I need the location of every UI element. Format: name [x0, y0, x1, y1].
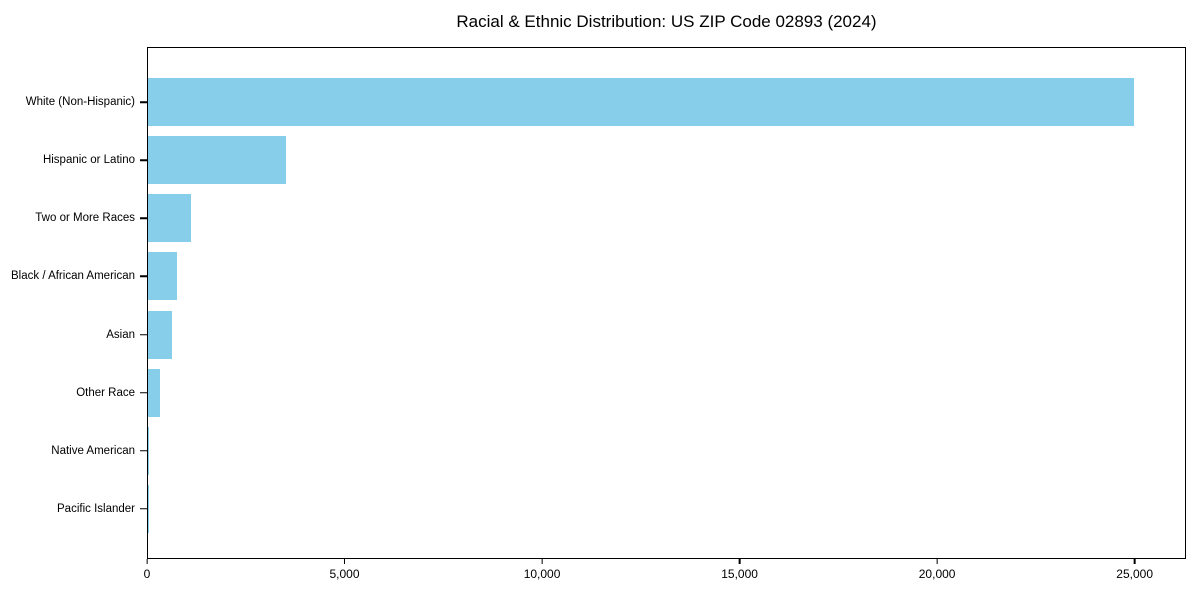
y-axis-label: Hispanic or Latino: [42, 154, 135, 167]
chart-title: Racial & Ethnic Distribution: US ZIP Cod…: [456, 12, 877, 31]
y-axis-label: Pacific Islander: [57, 502, 135, 515]
x-axis: 0 5,000 10,000 15,000 20,000 25,000: [143, 559, 1186, 595]
x-tick-label: 25,000: [1116, 567, 1153, 581]
bar: [148, 78, 1134, 127]
bar: [148, 136, 286, 185]
y-tick-mark: [139, 391, 147, 394]
bar-row: Hispanic or Latino: [43, 131, 1185, 189]
y-axis-label: Native American: [51, 444, 135, 457]
y-tick-mark: [139, 101, 147, 103]
x-tick-label: 0: [143, 567, 151, 581]
x-tick-mark: [1133, 559, 1136, 564]
x-tick-label: 5,000: [329, 567, 360, 581]
y-tick-mark: [139, 275, 147, 278]
x-tick: 0: [143, 559, 151, 581]
plot-area: White (Non-Hispanic) Hispanic or Latino Tw…: [11, 47, 1186, 559]
x-tick-label: 20,000: [918, 567, 956, 581]
bar: [148, 194, 191, 243]
y-axis-label: Other Race: [76, 386, 135, 399]
bar-row: White (Non-Hispanic): [26, 73, 1185, 131]
bar-row: Pacific Islander: [57, 480, 1185, 538]
bar-row: Black / African American: [11, 247, 1185, 305]
bar: [148, 426, 150, 475]
y-axis-label: White (Non-Hispanic): [25, 96, 135, 109]
x-tick: 10,000: [523, 559, 561, 581]
y-tick-mark: [139, 508, 147, 510]
bar-row: Other Race: [76, 364, 1185, 422]
x-tick-mark: [343, 559, 346, 564]
x-tick-label: 15,000: [721, 567, 758, 581]
y-tick-mark: [139, 450, 147, 452]
x-tick: 15,000: [721, 559, 758, 581]
bar: [148, 368, 161, 417]
y-axis-label: Black / African American: [11, 270, 135, 283]
x-tick-mark: [541, 559, 543, 564]
y-axis-label: Asian: [106, 328, 135, 341]
x-tick: 20,000: [918, 559, 956, 581]
bar-row: Native American: [51, 422, 1185, 480]
bar-row: Two or More Races: [35, 189, 1185, 247]
y-tick-mark: [139, 217, 147, 220]
x-tick-mark: [738, 559, 741, 564]
x-tick-mark: [146, 559, 148, 564]
bar: [148, 310, 172, 359]
x-tick-label: 10,000: [523, 567, 561, 581]
bar: [148, 252, 177, 301]
y-tick-mark: [139, 159, 147, 161]
y-tick-mark: [139, 333, 147, 336]
x-tick: 5,000: [330, 559, 360, 581]
y-axis-label: Two or More Races: [35, 212, 135, 225]
x-tick: 25,000: [1116, 559, 1153, 581]
x-tick-mark: [936, 559, 938, 564]
bar-row: Asian: [106, 306, 1185, 364]
